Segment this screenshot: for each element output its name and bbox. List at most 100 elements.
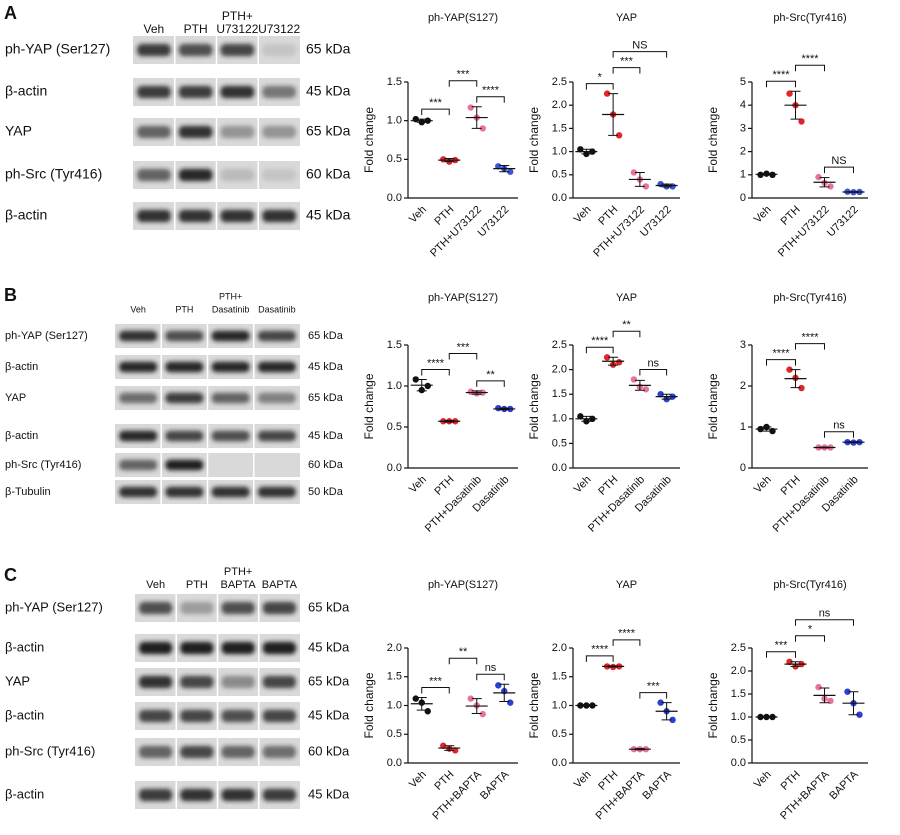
kda-label: 65 kDa [306,41,351,57]
x-tick-label: Veh [752,474,774,496]
blot-label: β-actin [5,639,44,654]
significance-label: **** [801,53,819,65]
significance-bracket [766,80,796,88]
y-tick-label: 2 [740,146,746,158]
blot-band [262,745,296,759]
blot-band [180,745,214,759]
significance-label: **** [591,335,609,347]
y-axis-label: Fold change [527,373,541,439]
significance-bracket [795,64,825,72]
x-tick-label: U73122 [825,204,861,240]
x-tick-label: PTH [779,204,803,228]
lane-label: U73122 [258,22,300,36]
blot-band [257,486,296,498]
error-bar [790,90,801,120]
y-tick-label: 0 [740,192,746,204]
y-tick-label: 5 [740,76,746,88]
data-point [786,90,793,97]
data-point [615,132,623,139]
error-bar [819,446,830,449]
data-point [844,688,851,695]
significance-bracket [448,80,478,87]
error-bar [471,698,482,715]
x-tick-label: Veh [752,204,774,226]
error-bar [499,165,510,173]
data-point [479,125,486,132]
data-point [657,391,664,398]
blot-band [257,361,296,373]
kda-label: 65 kDa [308,599,350,614]
significance-label: ns [647,357,659,369]
y-tick-label: 0.0 [552,757,567,769]
lane-label: Dasatinib [258,304,296,314]
error-bar [581,148,592,155]
blot-band [137,209,171,223]
blot-band [178,168,213,182]
data-point [440,156,447,163]
blot-band [180,788,214,802]
blot-label: ph-Src (Tyr416) [5,743,95,758]
blot-band [221,641,255,655]
blot-band [221,745,255,759]
blot-band [178,43,213,57]
y-tick-label: 0.5 [552,169,567,181]
blot-band [211,486,250,498]
lane-label: PTH+ [222,9,253,23]
error-bar [761,716,772,718]
y-axis-label: Fold change [362,672,376,738]
blot-band [221,675,255,689]
blot-band [262,85,296,99]
kda-label: 45 kDa [308,707,350,722]
blot-band [262,641,296,655]
blot-band [165,430,204,442]
data-point [577,146,584,153]
data-point [669,716,676,724]
y-tick-label: 1.0 [552,413,567,425]
y-tick-label: 2.0 [387,642,402,654]
x-tick-label: PTH+BAPTA [594,768,648,822]
x-tick-label: BAPTA [478,768,512,802]
error-bar [790,369,801,389]
y-axis-label: Fold change [362,373,376,439]
blot-band [165,459,204,471]
data-point [642,386,650,393]
data-point [412,695,419,702]
y-tick-label: 1.5 [552,671,567,683]
blot-label: β-actin [5,786,44,801]
error-bar [661,702,672,721]
blot-label: β-actin [5,707,44,722]
lane-label: PTH+ [224,566,252,578]
blot-band [220,209,255,223]
panel-letter: C [4,565,17,585]
data-point [440,742,447,749]
panel-letter: A [4,3,17,23]
lane-label: U73122 [216,22,258,36]
lane-label: Veh [144,22,165,36]
y-tick-label: 0.0 [387,462,402,474]
significance-bracket [639,368,668,376]
x-tick-label: BAPTA [827,768,861,802]
blot-band [211,361,250,373]
error-bar [471,106,482,129]
y-tick-label: 1.0 [552,699,567,711]
chart-title: ph-Src(Tyr416) [773,292,846,304]
blot-band [262,43,296,57]
x-tick-label: U73122 [476,204,512,240]
y-tick-label: 2 [740,380,746,392]
significance-bracket [585,83,614,90]
y-tick-label: 2.5 [731,642,746,654]
y-tick-label: 1.0 [387,115,402,127]
significance-bracket [476,673,505,681]
error-bar [416,696,427,711]
data-point [495,682,502,689]
y-tick-label: 0.0 [731,757,746,769]
data-point [827,183,834,190]
error-bar [634,379,645,391]
x-tick-label: Veh [572,474,594,496]
significance-bracket [585,655,614,662]
y-axis-label: Fold change [706,107,720,173]
x-tick-label: Veh [752,769,774,791]
error-bar [608,356,619,366]
kda-label: 60 kDa [308,743,350,758]
significance-label: ns [819,608,831,620]
